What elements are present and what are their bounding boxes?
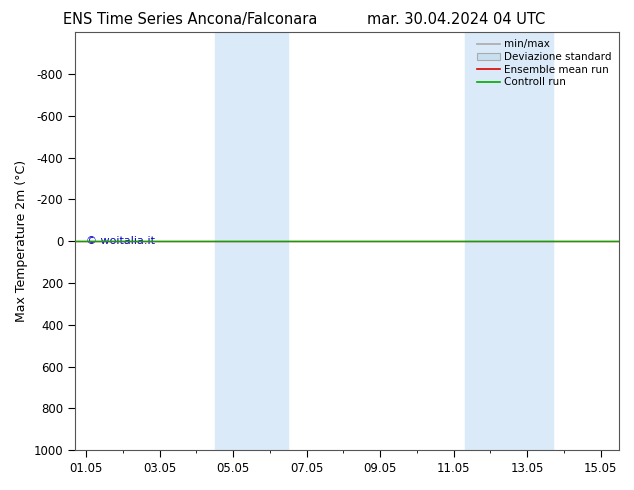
Y-axis label: Max Temperature 2m (°C): Max Temperature 2m (°C) bbox=[15, 160, 28, 322]
Bar bbox=[215, 32, 288, 450]
Text: ENS Time Series Ancona/Falconara: ENS Time Series Ancona/Falconara bbox=[63, 12, 318, 27]
Text: mar. 30.04.2024 04 UTC: mar. 30.04.2024 04 UTC bbox=[367, 12, 546, 27]
Text: © woitalia.it: © woitalia.it bbox=[86, 236, 155, 246]
Bar bbox=[465, 32, 553, 450]
Legend: min/max, Deviazione standard, Ensemble mean run, Controll run: min/max, Deviazione standard, Ensemble m… bbox=[475, 37, 614, 89]
